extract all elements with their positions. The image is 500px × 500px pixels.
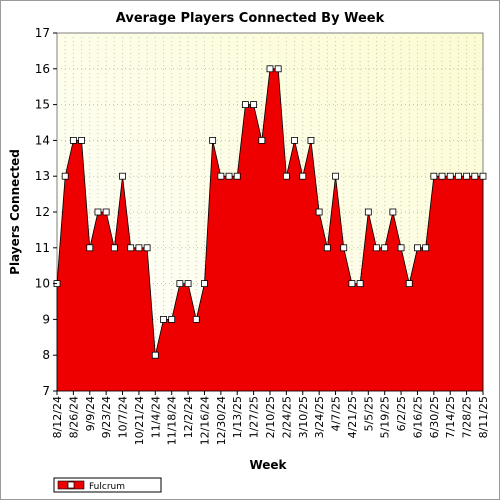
data-point	[78, 136, 85, 144]
data-point	[405, 280, 413, 288]
data-point	[184, 280, 192, 288]
y-tick-label: 13	[35, 169, 50, 183]
data-point	[135, 244, 143, 252]
x-tick-label: 4/7/25	[330, 396, 343, 431]
data-point	[233, 172, 241, 180]
y-tick-label: 7	[42, 384, 50, 398]
data-point	[258, 136, 266, 144]
chart-title: Average Players Connected By Week	[116, 11, 385, 26]
y-tick-label: 11	[35, 241, 50, 255]
x-tick-label: 2/10/25	[264, 396, 277, 438]
data-point	[110, 244, 118, 252]
data-point	[69, 136, 77, 144]
x-tick-label: 5/19/25	[379, 396, 392, 438]
y-tick-label: 17	[35, 26, 50, 40]
data-point	[119, 172, 126, 180]
data-point	[471, 172, 479, 180]
x-tick-label: 8/26/24	[67, 396, 80, 438]
x-tick-label: 12/16/24	[198, 396, 211, 445]
y-tick-label: 16	[35, 62, 50, 76]
data-point	[143, 244, 151, 252]
data-point	[102, 208, 110, 216]
data-point	[282, 172, 290, 180]
data-point	[446, 172, 454, 180]
x-tick-label: 6/16/25	[411, 396, 424, 438]
data-point	[315, 208, 323, 216]
data-point	[332, 172, 339, 180]
x-tick-label: 9/23/24	[100, 396, 113, 438]
data-point	[225, 172, 233, 180]
y-axis-label: Players Connected	[8, 149, 22, 275]
data-point	[455, 172, 462, 180]
legend-label: Fulcrum	[89, 482, 125, 492]
data-point	[94, 208, 102, 216]
x-tick-label: 10/21/24	[133, 396, 146, 445]
data-point	[266, 65, 274, 73]
x-tick-label: 6/30/25	[428, 396, 441, 438]
y-axis-ticks: 7 8 9 10 11 12 13 14 15 16 17	[35, 26, 57, 398]
data-point	[422, 244, 430, 252]
data-point	[242, 101, 249, 108]
x-tick-label: 12/2/24	[182, 396, 195, 438]
y-tick-label: 8	[42, 348, 50, 362]
data-point	[307, 136, 315, 144]
x-tick-label: 8/11/25	[477, 396, 490, 438]
data-point	[176, 280, 184, 288]
data-point	[299, 172, 307, 180]
x-tick-label: 7/14/25	[444, 396, 457, 438]
data-point	[86, 244, 94, 252]
y-tick-label: 14	[35, 133, 50, 147]
data-point	[192, 315, 200, 323]
data-point	[414, 244, 421, 252]
data-point	[348, 280, 356, 288]
data-point	[373, 244, 380, 252]
x-tick-label: 11/18/24	[166, 396, 179, 445]
x-tick-label: 4/21/25	[346, 396, 359, 438]
x-tick-label: 10/7/24	[117, 396, 130, 438]
x-tick-label: 11/4/24	[149, 396, 162, 438]
x-tick-label: 2/24/25	[280, 396, 293, 438]
data-point	[217, 172, 225, 180]
y-tick-label: 12	[35, 205, 50, 219]
data-point	[381, 244, 389, 252]
legend-marker-icon	[67, 481, 75, 489]
x-tick-label: 1/27/25	[248, 396, 261, 438]
data-point	[364, 208, 372, 216]
x-tick-label: 8/12/24	[51, 396, 64, 438]
data-point	[356, 280, 364, 288]
data-point	[160, 315, 167, 323]
y-tick-label: 9	[42, 312, 50, 326]
data-point	[463, 172, 471, 180]
x-tick-label: 3/10/25	[297, 396, 310, 438]
data-point	[430, 172, 438, 180]
x-tick-label: 1/13/25	[231, 396, 244, 438]
y-tick-label: 15	[35, 98, 50, 112]
y-tick-label: 10	[35, 277, 50, 291]
x-tick-label: 12/30/24	[215, 396, 228, 445]
x-tick-label: 9/9/24	[84, 396, 97, 431]
data-point	[389, 208, 397, 216]
data-point	[201, 280, 208, 288]
data-point	[127, 244, 135, 252]
x-tick-label: 3/24/25	[313, 396, 326, 438]
data-point	[340, 244, 348, 252]
data-point	[274, 65, 282, 73]
data-point	[438, 172, 446, 180]
data-point	[250, 101, 258, 108]
data-point	[397, 244, 405, 252]
data-point	[479, 172, 487, 180]
data-point	[323, 244, 331, 252]
data-point	[151, 351, 159, 359]
x-axis-label: Week	[249, 458, 287, 472]
x-tick-label: 7/28/25	[461, 396, 474, 438]
data-point	[61, 172, 69, 180]
data-point	[291, 136, 298, 144]
x-axis-ticks: 8/12/24 8/26/24 9/9/24 9/23/24 10/7/24 10/21/…	[51, 391, 490, 445]
x-tick-label: 5/5/25	[362, 396, 375, 431]
data-point	[168, 315, 176, 323]
data-point	[209, 136, 217, 144]
x-tick-label: 6/2/25	[395, 396, 408, 431]
legend: Fulcrum	[53, 477, 162, 493]
